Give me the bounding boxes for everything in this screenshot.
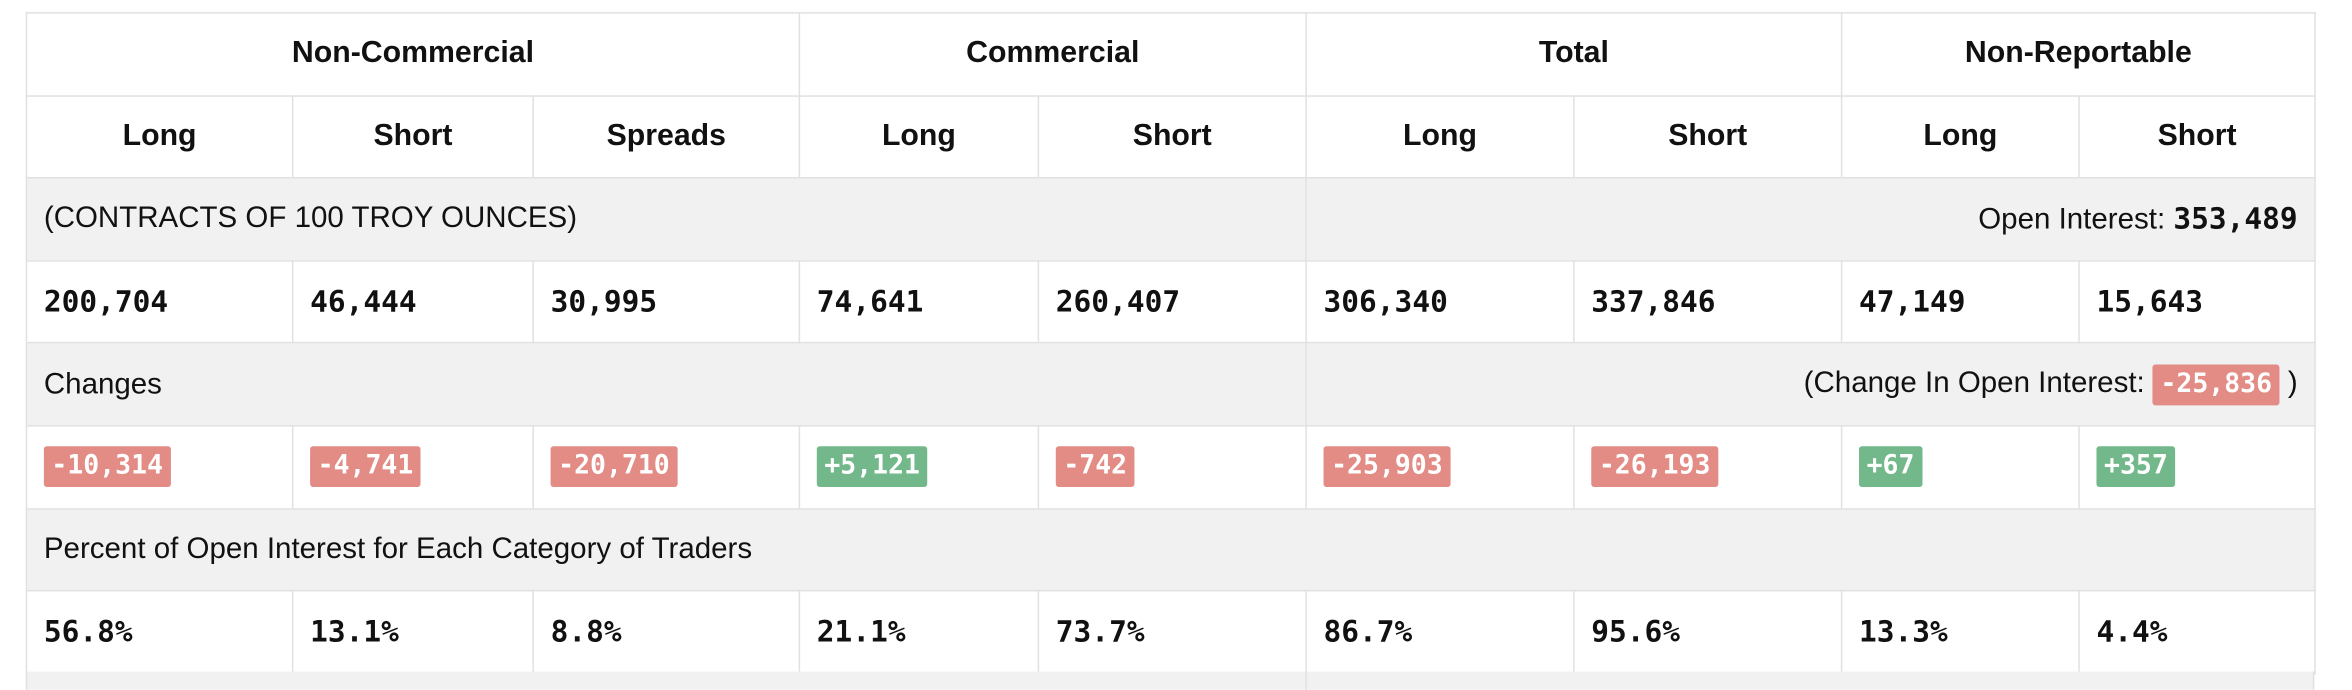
position-cell: 30,995 [532,259,801,344]
band-divider [1305,671,1307,690]
percent-cell: 8.8% [532,590,801,675]
change-cell: -26,193 [1573,424,1843,510]
position-cell: 200,704 [25,259,294,344]
position-cell: 15,643 [2078,259,2316,344]
column-header: Short [291,94,534,179]
position-cell: 260,407 [1037,259,1307,344]
change-oi-badge: -25,836 [2152,364,2280,405]
group-total: Total [1305,12,1843,97]
open-interest-label: Open Interest: [1978,202,2174,236]
percent-cell: 13.3% [1840,590,2080,675]
next-band-strip [25,671,2315,690]
percent-label: Percent of Open Interest for Each Catego… [25,507,2316,592]
percent-cell: 86.7% [1305,590,1575,675]
column-header: Spreads [532,94,801,179]
change-cell: -10,314 [25,424,294,510]
cot-table: Non-Commercial Commercial Total Non-Repo… [25,12,2316,675]
group-header-row: Non-Commercial Commercial Total Non-Repo… [25,12,2316,97]
column-header: Short [2078,94,2316,179]
position-cell: 337,846 [1573,259,1843,344]
change-badge: -742 [1055,446,1135,488]
changes-row: -10,314 -4,741 -20,710 +5,121 -742 -25,9… [25,424,2316,510]
change-badge: +5,121 [816,446,928,488]
percent-cell: 56.8% [25,590,294,675]
column-header: Long [1305,94,1575,179]
percent-band-row: Percent of Open Interest for Each Catego… [25,507,2316,592]
open-interest: Open Interest: 353,489 [1305,177,2316,262]
contracts-band-row: (CONTRACTS OF 100 TROY OUNCES) Open Inte… [25,177,2316,262]
change-cell: -4,741 [291,424,534,510]
changes-label: Changes [25,342,1307,427]
contracts-label: (CONTRACTS OF 100 TROY OUNCES) [25,177,1307,262]
column-header: Long [1840,94,2080,179]
change-badge: +357 [2096,446,2176,488]
percent-cell: 13.1% [291,590,534,675]
change-cell: +67 [1840,424,2080,510]
percents-row: 56.8% 13.1% 8.8% 21.1% 73.7% 86.7% 95.6%… [25,590,2316,675]
change-badge: -4,741 [310,446,421,488]
position-cell: 46,444 [291,259,534,344]
group-non-reportable: Non-Reportable [1840,12,2316,97]
percent-cell: 21.1% [798,590,1040,675]
column-header: Short [1037,94,1307,179]
column-header-row: Long Short Spreads Long Short Long Short… [25,94,2316,179]
change-badge: -20,710 [550,446,678,488]
percent-cell: 95.6% [1573,590,1843,675]
group-commercial: Commercial [798,12,1307,97]
group-non-commercial: Non-Commercial [25,12,801,97]
change-badge: -26,193 [1591,446,1718,488]
change-cell: -25,903 [1305,424,1575,510]
percent-cell: 73.7% [1037,590,1307,675]
change-in-open-interest: (Change In Open Interest: -25,836 ) [1305,342,2316,427]
changes-band-row: Changes (Change In Open Interest: -25,83… [25,342,2316,427]
change-cell: -742 [1037,424,1307,510]
change-cell: +357 [2078,424,2316,510]
position-cell: 47,149 [1840,259,2080,344]
change-badge: +67 [1859,446,1922,488]
change-oi-suffix: ) [2279,365,2298,399]
change-oi-label: (Change In Open Interest: [1803,365,2153,399]
change-cell: +5,121 [798,424,1040,510]
position-cell: 306,340 [1305,259,1575,344]
percent-cell: 4.4% [2078,590,2316,675]
change-badge: -25,903 [1323,446,1451,488]
column-header: Short [1573,94,1843,179]
open-interest-value: 353,489 [2173,201,2298,236]
change-badge: -10,314 [43,446,171,488]
change-cell: -20,710 [532,424,801,510]
column-header: Long [25,94,294,179]
column-header: Long [798,94,1040,179]
position-cell: 74,641 [798,259,1040,344]
positions-row: 200,704 46,444 30,995 74,641 260,407 306… [25,259,2316,344]
